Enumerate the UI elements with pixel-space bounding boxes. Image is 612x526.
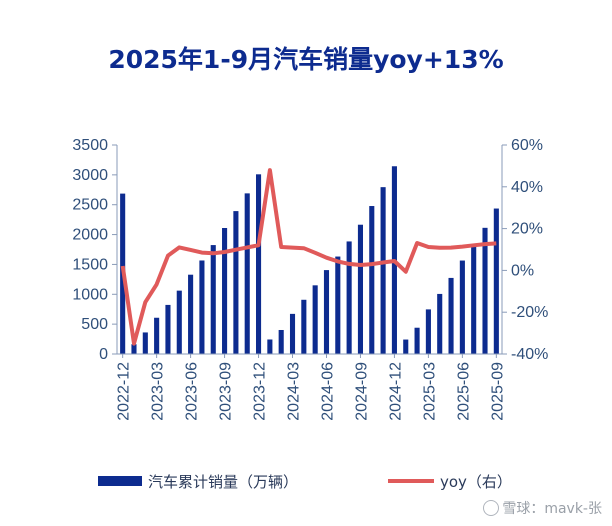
bar-2024-08 [346,241,352,354]
y-right-tick--20%: -20% [511,304,548,321]
bar-2023-01 [131,344,137,354]
x-tick-2023-06: 2023-06 [184,362,201,421]
bar-2024-07 [335,256,341,354]
y-left-tick-2000: 2000 [72,227,108,244]
snowball-logo-icon [483,500,500,516]
bar-2025-08 [482,227,488,354]
bar-2025-07 [471,244,477,354]
bar-2024-09 [357,224,364,354]
x-tick-2024-03: 2024-03 [286,362,303,421]
bar-2024-01 [267,339,273,354]
bar-2023-11 [244,193,250,354]
bar-2025-05 [448,277,454,354]
legend-line-label: yoy（右） [440,473,512,491]
chart-title: 2025年1-9月汽车销量yoy+13% [108,45,504,74]
legend-bar-swatch [98,476,142,486]
bar-2025-04 [437,293,443,354]
bar-2024-10 [369,206,375,354]
legend-bar-label: 汽车累计销量（万辆） [148,473,298,491]
bar-2024-03 [289,313,296,354]
y-right-tick-40%: 40% [511,179,543,196]
x-tick-2024-06: 2024-06 [319,362,336,421]
bar-2023-05 [176,290,182,354]
x-tick-2025-06: 2025-06 [455,362,472,421]
x-tick-2023-12: 2023-12 [252,362,269,421]
y-left-tick-500: 500 [81,316,108,333]
y-left-tick-2500: 2500 [72,197,108,214]
y-right-tick-20%: 20% [511,221,543,238]
x-tick-2024-12: 2024-12 [387,362,404,421]
yoy-line [120,168,497,346]
bar-2023-04 [165,304,171,354]
x-tick-2025-09: 2025-09 [489,362,506,421]
bar-2024-05 [312,285,318,354]
bar-2023-10 [233,211,239,354]
bar-2025-02 [414,327,420,354]
y-left-tick-3500: 3500 [72,137,108,154]
bar-2023-07 [199,260,205,354]
bar-2025-03 [425,309,431,354]
legend: 汽车累计销量（万辆） yoy（右） [98,473,512,491]
watermark: 雪球：mavk-张 [483,498,602,518]
y-left-tick-1500: 1500 [72,256,108,273]
watermark-text: 雪球：mavk-张 [502,501,602,517]
bar-2024-11 [380,187,386,354]
x-tick-2023-03: 2023-03 [150,362,167,421]
y-left-tick-3000: 3000 [72,167,108,184]
y-left-tick-0: 0 [99,346,108,363]
y-right-tick-0%: 0% [511,262,534,279]
bar-2023-08 [210,245,216,354]
bar-2023-12 [255,174,262,354]
bar-2024-06 [323,270,330,354]
axes [116,145,503,355]
x-tick-2022-12: 2022-12 [116,362,133,421]
x-tick-2025-03: 2025-03 [421,362,438,421]
x-tick-2023-09: 2023-09 [218,362,235,421]
x-tick-2024-09: 2024-09 [353,362,370,421]
yoy-line-series [120,168,497,346]
y-axis-right-ticks: -40% -20% 0% 20% 40% 60% [502,137,548,363]
bar-2025-09 [493,208,499,354]
bar-2023-02 [142,332,148,354]
x-axis-ticks: 2022-12 2023-03 2023-06 2023-09 2023-12 2024-… [116,354,506,421]
bar-2023-03 [154,317,160,354]
bar-2023-09 [222,228,228,354]
bar-2024-02 [278,329,284,354]
y-left-tick-1000: 1000 [72,286,108,303]
bar-2025-01 [403,339,409,354]
bar-2025-06 [459,260,465,354]
bar-2023-06 [188,274,194,354]
y-axis-left-ticks: 0 500 1000 1500 2000 2500 3000 3500 [72,137,117,363]
y-right-tick--40%: -40% [511,346,548,363]
bar-series [120,166,499,354]
bar-2024-04 [301,299,307,354]
y-right-tick-60%: 60% [511,137,543,154]
